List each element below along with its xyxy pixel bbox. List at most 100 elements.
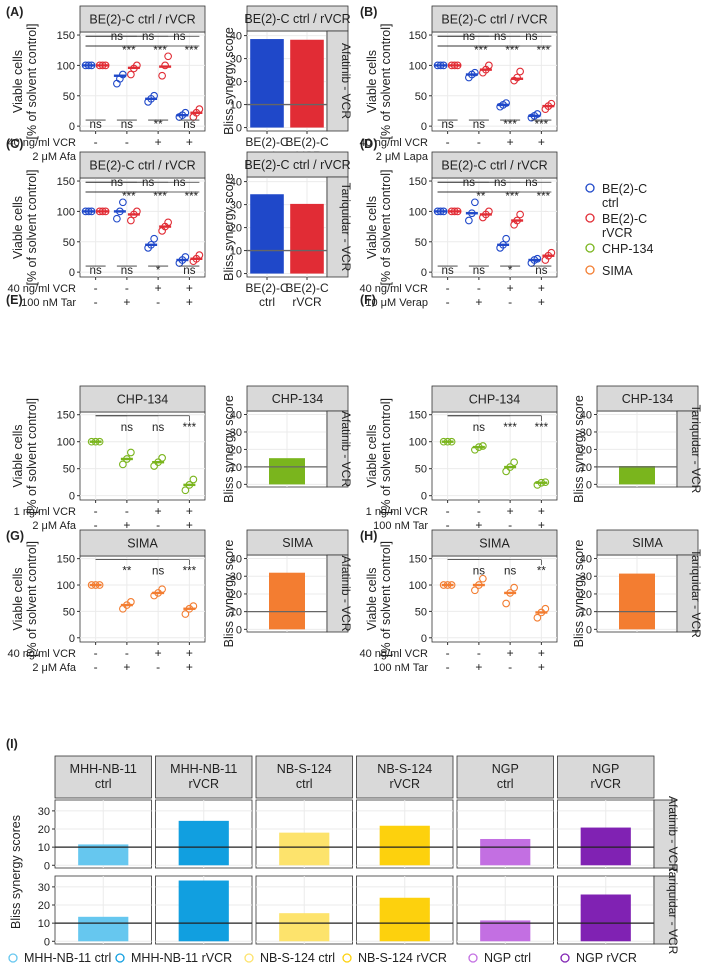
chart-panel-G: SIMA 0 50 100 150 Viable cells [% of solvent c… [8, 529, 206, 674]
y-tick-label: 100 [57, 580, 75, 592]
significance-label: ns [473, 422, 485, 434]
y-axis-label: Viable cells [365, 50, 379, 113]
treatment-sign: - [125, 135, 129, 149]
treatment-sign: + [186, 504, 193, 518]
significance-label: *** [122, 191, 136, 203]
pair-significance-label: ** [154, 119, 163, 131]
x-tick-label: BE(2)-C [245, 135, 289, 149]
facet-strip [431, 529, 558, 557]
facet-strip [431, 151, 558, 179]
facet-strip-label: CHP-134 [272, 392, 323, 406]
y-tick-label: 50 [415, 606, 427, 618]
plot-panel [79, 555, 206, 643]
significance-label: *** [537, 191, 551, 203]
pair-significance-label: ns [473, 265, 485, 277]
facet-strip-right-label: Afatinib - VCR [339, 411, 353, 487]
bar [619, 573, 655, 630]
legend-key [560, 953, 570, 963]
facet-strip-label: ctrl [497, 777, 514, 791]
facet-strip-label: BE(2)-C ctrl / rVCR [441, 13, 547, 27]
facet-strip-label: CHP-134 [622, 392, 673, 406]
treatment-label: 100 nM Tar [21, 297, 76, 309]
treatment-sign: + [186, 518, 193, 532]
y-tick-label: 50 [63, 237, 75, 249]
y-tick-label: 100 [409, 580, 427, 592]
facet-strip-right-label: Afatinib - VCR [666, 796, 680, 872]
facet-strip [557, 755, 655, 799]
facet-strip-label: SIMA [632, 536, 663, 550]
data-point [510, 458, 518, 467]
y-tick-label: 20 [580, 589, 592, 601]
legend-label: BE(2)-C [602, 182, 647, 196]
pair-significance-label: ns [90, 265, 102, 277]
significance-label: *** [153, 191, 167, 203]
significance-label: *** [537, 45, 551, 57]
pair-significance-label: ns [473, 119, 485, 131]
legend-label: NGP rVCR [576, 951, 637, 965]
significance-label: *** [503, 422, 517, 434]
y-tick-label: 20 [230, 77, 242, 89]
treatment-sign: - [125, 281, 129, 295]
y-tick-label: 150 [57, 554, 75, 566]
facet-strip-label: BE(2)-C ctrl / rVCR [441, 159, 547, 173]
data-point [127, 448, 135, 457]
y-tick-label: 10 [580, 462, 592, 474]
facet-strip-right [676, 554, 699, 633]
treatment-label: 1 ng/ml VCR [366, 506, 428, 518]
treatment-label: 40 ng/ml VCR [8, 283, 77, 295]
y-tick-label: 50 [415, 91, 427, 103]
treatment-label: 100 nM Tar [373, 520, 428, 532]
facet-strip [431, 385, 558, 413]
bar [250, 194, 284, 274]
significance-label: ** [122, 565, 131, 577]
y-axis-label: Bliss synergy score [222, 540, 236, 648]
treatment-sign: - [446, 660, 450, 674]
pair-significance-label: ns [535, 265, 547, 277]
data-point [471, 198, 479, 207]
facet-strip-label: BE(2)-C ctrl / rVCR [89, 159, 195, 173]
significance-label: ns [142, 177, 154, 189]
y-tick-label: 0 [421, 633, 427, 645]
data-point [471, 586, 479, 595]
chart-panel-H: SIMA 0 50 100 150 Viable cells [% of solvent c… [360, 529, 558, 674]
treatment-sign: + [538, 281, 545, 295]
pair-significance-label: ns [183, 265, 195, 277]
chart-panel-F: CHP-134 0 50 100 150 Viable cells [% of solven… [365, 385, 558, 532]
facet-strip-right [326, 554, 349, 633]
chart-panel-I: MHH-NB-11ctrlMHH-NB-11rVCRNB-S-124ctrlNB… [9, 755, 680, 955]
legend-key [468, 953, 478, 963]
panel-letter: (B) [360, 5, 377, 19]
bar [580, 894, 631, 942]
y-axis-label: [% of solvent control] [25, 398, 39, 514]
bar [379, 825, 430, 866]
data-point [533, 110, 542, 118]
data-point [516, 67, 524, 76]
y-tick-label: 30 [230, 54, 242, 66]
x-tick-label: BE(2)-C [245, 281, 289, 295]
pair-significance-label: ns [121, 119, 133, 131]
y-tick-label: 0 [44, 936, 50, 948]
bar [78, 916, 129, 942]
y-tick-label: 100 [57, 60, 75, 72]
significance-label: *** [185, 191, 199, 203]
y-tick-label: 50 [63, 464, 75, 476]
facet-strip-label: NGP [492, 762, 519, 776]
treatment-label: 2 μM Afa [32, 151, 77, 163]
treatment-sign: - [477, 281, 481, 295]
y-tick-label: 0 [586, 624, 592, 636]
pair-significance-label: *** [503, 119, 517, 131]
chart-panel-B: BE(2)-C ctrl / rVCR 0 50 100 150 Viable cells… [360, 5, 558, 163]
y-tick-label: 0 [236, 123, 242, 135]
facet-strip [54, 755, 152, 799]
legend-key [585, 183, 595, 193]
facet-strip [246, 151, 349, 178]
panel-letter: (F) [360, 293, 376, 307]
treatment-sign: + [155, 281, 162, 295]
treatment-label: 10 μM Verap [365, 297, 428, 309]
treatment-sign: + [123, 518, 130, 532]
plot-panel [431, 411, 558, 501]
bar [269, 458, 305, 485]
